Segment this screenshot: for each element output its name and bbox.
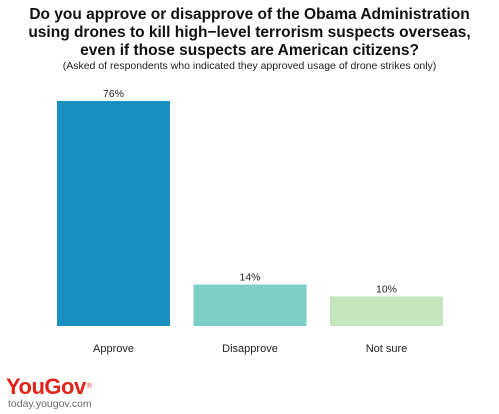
bar-disapprove [193,284,307,326]
chart-subtitle: (Asked of respondents who indicated they… [62,60,437,72]
data-label: 10% [376,283,397,295]
registered-mark: ® [86,383,92,390]
bar-approve [57,101,170,326]
category-label: Disapprove [222,343,278,355]
chart-title-line: Do you approve or disapprove of the Obam… [29,6,470,23]
data-label: 76% [103,88,124,100]
chart-title: Do you approve or disapprove of the Obam… [0,6,499,60]
category-label: Not sure [366,343,408,355]
bar-not-sure [330,296,443,326]
data-label: 14% [239,272,260,284]
chart-title-line: using drones to kill high−level terroris… [28,24,471,41]
site-url: today.yougov.com [8,398,92,410]
category-label: Approve [93,343,134,355]
logo-text: YouGov [6,374,86,399]
chart-title-line: even if those suspects are American citi… [80,42,419,59]
yougov-logo: YouGov® [6,374,92,399]
